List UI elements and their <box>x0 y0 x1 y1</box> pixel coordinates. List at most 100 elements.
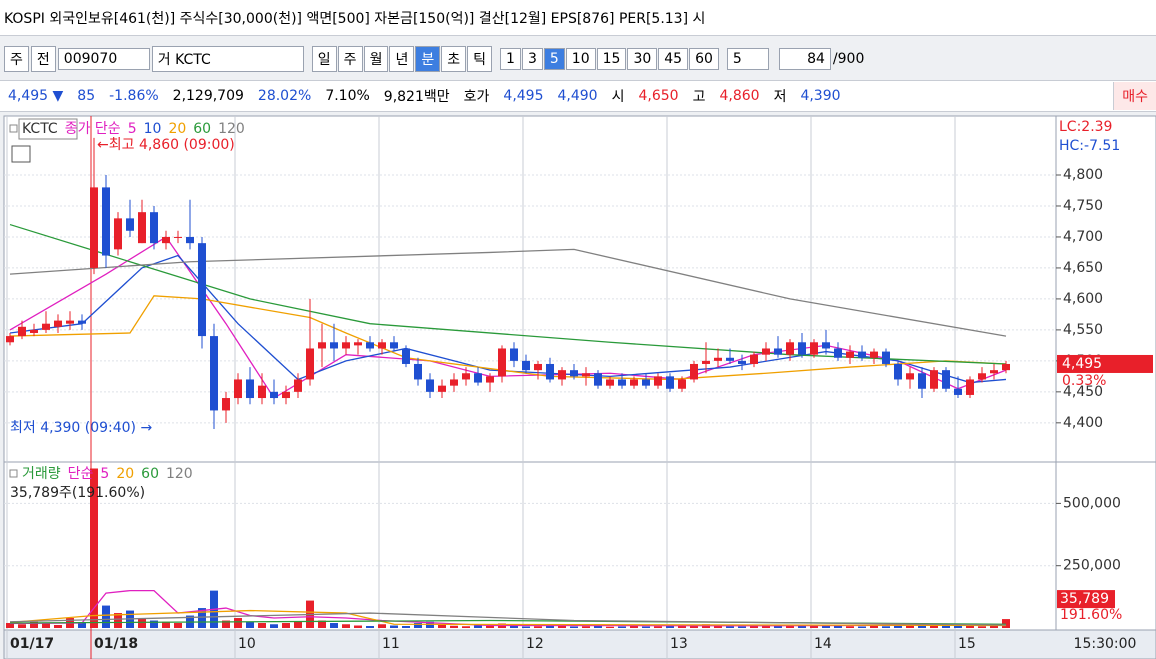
volume-bar <box>846 626 854 628</box>
candle-body <box>126 218 134 231</box>
volume-bar <box>774 625 782 628</box>
legend-indicator: 종가 단순 <box>65 121 121 137</box>
time-label: 15:30:00 <box>1074 636 1137 652</box>
candle-body <box>414 363 422 380</box>
y-tick-label: 4,750 <box>1063 198 1103 214</box>
toolbar-button[interactable]: 30 <box>627 48 658 70</box>
calendar-icon <box>11 145 31 163</box>
toolbar-button[interactable]: 일 <box>311 46 337 72</box>
name-input[interactable]: 거 KCTC <box>151 46 304 72</box>
candle-body <box>234 379 242 399</box>
candle-body <box>342 342 350 349</box>
candle-body <box>654 376 662 386</box>
legend-indicator: 단순 <box>68 466 94 482</box>
candle-body <box>870 351 878 358</box>
candle-body <box>678 379 686 389</box>
toolbar-button[interactable]: 10 <box>565 48 596 70</box>
legend-entry: 5 <box>128 121 137 137</box>
volume-bar <box>402 626 410 628</box>
toolbar-button[interactable]: 분 <box>415 46 441 72</box>
step-select[interactable]: 5 <box>726 48 769 70</box>
candle-body <box>354 342 362 346</box>
volume-bar <box>114 613 122 628</box>
volume-bar <box>510 625 518 628</box>
candle-body <box>750 354 758 364</box>
candle-body <box>438 385 446 392</box>
plot-background <box>3 115 1057 631</box>
volume-bar <box>582 626 590 628</box>
legend-entry: 10 <box>144 121 162 137</box>
candle-body <box>486 376 494 383</box>
candle-body <box>474 373 482 383</box>
volume-bar <box>90 468 98 628</box>
candle-body <box>174 236 182 238</box>
volume-bar <box>750 626 758 628</box>
candle-body <box>906 373 914 380</box>
moving-average <box>9 619 1007 625</box>
volume-bar <box>918 624 926 628</box>
candle-body <box>954 388 962 395</box>
volume-bar <box>462 626 470 628</box>
candle-body <box>378 342 386 349</box>
moving-average <box>9 223 1007 365</box>
toolbar-button[interactable]: 년 <box>389 46 415 72</box>
volume-bar <box>42 623 50 628</box>
code-input[interactable]: 009070 <box>57 48 150 70</box>
volume-bar <box>270 624 278 628</box>
candle-body <box>6 336 14 343</box>
volume-bar <box>558 626 566 628</box>
y-tick-label: 4,450 <box>1063 384 1103 400</box>
candle-body <box>138 212 146 244</box>
ask: 4,495 <box>503 88 544 104</box>
legend-entry: 20 <box>168 121 186 137</box>
candle-body <box>918 373 926 389</box>
count-input[interactable]: 84 <box>778 48 831 70</box>
candle-body <box>366 342 374 349</box>
y-tick-label: 4,650 <box>1063 260 1103 276</box>
volume-bar <box>222 620 230 628</box>
candle-body <box>198 243 206 337</box>
toolbar-button[interactable]: 틱 <box>467 46 493 72</box>
volume-bar <box>894 625 902 628</box>
prev-button[interactable]: 전 <box>30 46 56 72</box>
last-price-pct: 0.33% <box>1062 373 1106 389</box>
volume-bar <box>642 626 650 628</box>
x-tick-label: 01/18 <box>94 636 138 652</box>
toolbar-button[interactable]: 1 <box>500 48 521 70</box>
candle-body <box>822 342 830 349</box>
open: 4,650 <box>638 88 679 104</box>
y-tick-label: 4,700 <box>1063 229 1103 245</box>
volume-bar <box>150 620 158 628</box>
toolbar-button[interactable]: 15 <box>596 48 627 70</box>
y-tick-label: 500,000 <box>1063 495 1121 511</box>
buy-button[interactable]: 매수 <box>1113 82 1156 110</box>
volume-bar <box>702 624 710 628</box>
toolbar-button[interactable]: 월 <box>363 46 389 72</box>
candle-body <box>642 379 650 386</box>
amount: 9,821백만 <box>383 89 450 105</box>
volume-bar <box>474 625 482 628</box>
volume-bar <box>942 625 950 628</box>
volume-bar <box>690 625 698 628</box>
volume-bar <box>246 621 254 628</box>
last-volume: 35,789 <box>1060 591 1109 607</box>
volume-bar <box>630 626 638 628</box>
toolbar-button[interactable]: 5 <box>543 48 565 70</box>
candle-body <box>690 363 698 380</box>
toolbar-button[interactable]: 45 <box>658 48 689 70</box>
legend-entry: 120 <box>166 466 193 482</box>
toolbar-button[interactable]: 주 <box>337 46 363 72</box>
volume-bar <box>762 625 770 628</box>
volume-bar <box>126 610 134 628</box>
candle-body <box>318 342 326 349</box>
volume-bar <box>210 590 218 628</box>
toolbar-button[interactable]: 초 <box>441 46 467 72</box>
toolbar-button[interactable]: 60 <box>689 48 719 70</box>
volume-bar <box>306 600 314 628</box>
candle-body <box>702 360 710 364</box>
high-label: 고 <box>692 89 706 105</box>
candle-body <box>210 336 218 411</box>
period-button[interactable]: 주 <box>4 46 29 72</box>
toolbar-button[interactable]: 3 <box>521 48 543 70</box>
volume-info: 35,789주(191.60%) <box>10 485 145 501</box>
